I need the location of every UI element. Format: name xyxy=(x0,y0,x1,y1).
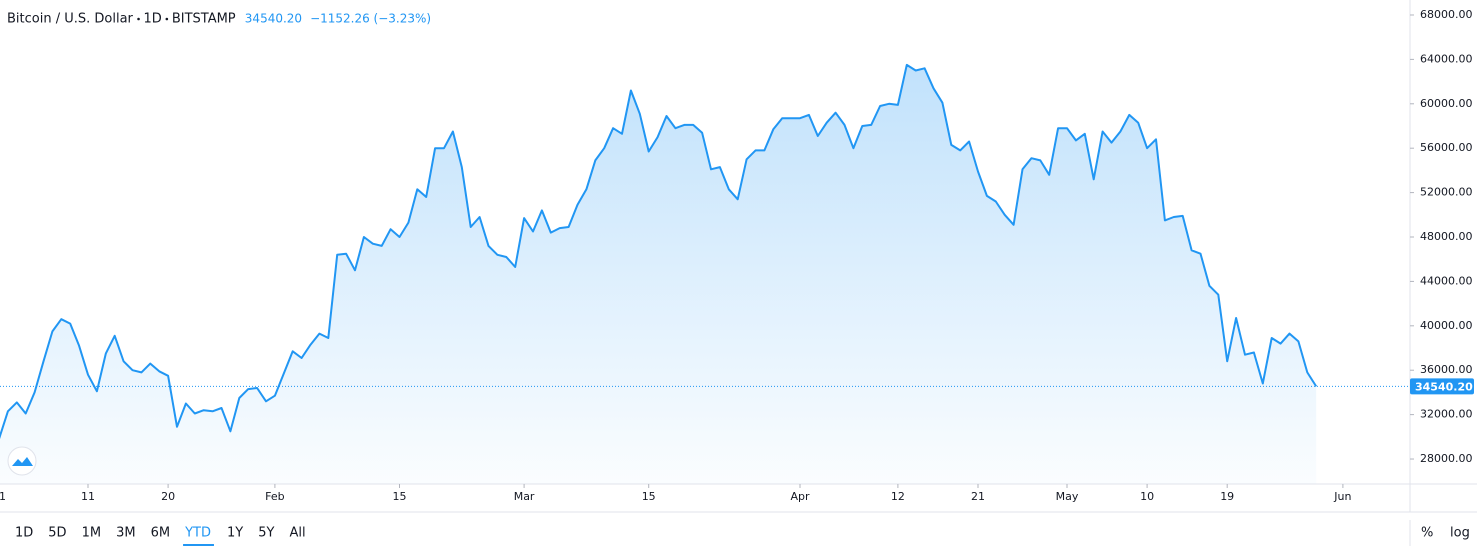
y-tick-label: 64000.00 xyxy=(1420,52,1473,65)
scale-option[interactable]: log xyxy=(1450,526,1470,541)
area xyxy=(0,64,1317,484)
x-tick-label: 11 xyxy=(81,490,95,503)
y-tick-label: 48000.00 xyxy=(1420,230,1473,243)
logo-icon[interactable] xyxy=(12,457,33,466)
x-tick-label: 19 xyxy=(1220,490,1234,503)
x-tick-label: 15 xyxy=(392,490,406,503)
scale-option[interactable]: % xyxy=(1421,526,1433,541)
range-button[interactable]: 1M xyxy=(82,526,102,541)
x-tick-label: 12 xyxy=(891,490,905,503)
x-tick-label: Jun xyxy=(1333,490,1351,503)
last-price: 34540.20 xyxy=(245,12,302,26)
range-button[interactable]: 5D xyxy=(48,526,66,541)
plot-area xyxy=(0,63,1318,484)
y-tick-label: 40000.00 xyxy=(1420,319,1473,332)
y-tick-label: 52000.00 xyxy=(1420,186,1473,199)
y-tick-label: 28000.00 xyxy=(1420,452,1473,465)
logo[interactable] xyxy=(7,446,37,476)
x-tick-label: 10 xyxy=(1140,490,1154,503)
x-tick-label: 21 xyxy=(971,490,985,503)
symbol-title: Bitcoin / U.S. Dollar xyxy=(7,12,134,27)
logo-badge[interactable] xyxy=(7,446,37,476)
exchange: BITSTAMP xyxy=(172,12,236,27)
range-button[interactable]: All xyxy=(290,526,306,541)
y-tick-label: 36000.00 xyxy=(1420,363,1473,376)
last-price-box xyxy=(1410,378,1474,395)
range-button[interactable]: YTD xyxy=(184,526,211,541)
last-price-label: 34540.20 xyxy=(1415,380,1473,393)
y-tick-label: 60000.00 xyxy=(1420,97,1473,110)
x-tick-label: 15 xyxy=(642,490,656,503)
range-button[interactable]: 1D xyxy=(15,526,33,541)
x-tick-label: Mar xyxy=(514,490,535,503)
range-button[interactable]: 1Y xyxy=(227,526,243,541)
range-button[interactable]: 6M xyxy=(151,526,171,541)
y-tick-label: 56000.00 xyxy=(1420,141,1473,154)
price-change: −1152.26 (−3.23%) xyxy=(310,12,431,26)
x-tick-label: 21 xyxy=(0,490,6,503)
range-button[interactable]: 5Y xyxy=(258,526,274,541)
x-tick-label: Feb xyxy=(265,490,284,503)
separator-dot xyxy=(165,17,169,21)
separator-dot xyxy=(137,17,140,21)
y-tick-label: 32000.00 xyxy=(1420,408,1473,421)
interval[interactable]: 1D xyxy=(144,12,162,27)
y-tick-label: 44000.00 xyxy=(1420,274,1473,287)
range-button[interactable]: 3M xyxy=(116,526,136,541)
x-tick-label: Apr xyxy=(790,490,810,503)
x-tick-label: 20 xyxy=(161,490,175,503)
y-tick-label: 68000.00 xyxy=(1420,8,1473,21)
price-line xyxy=(0,63,1318,440)
x-tick-label: May xyxy=(1056,490,1079,503)
